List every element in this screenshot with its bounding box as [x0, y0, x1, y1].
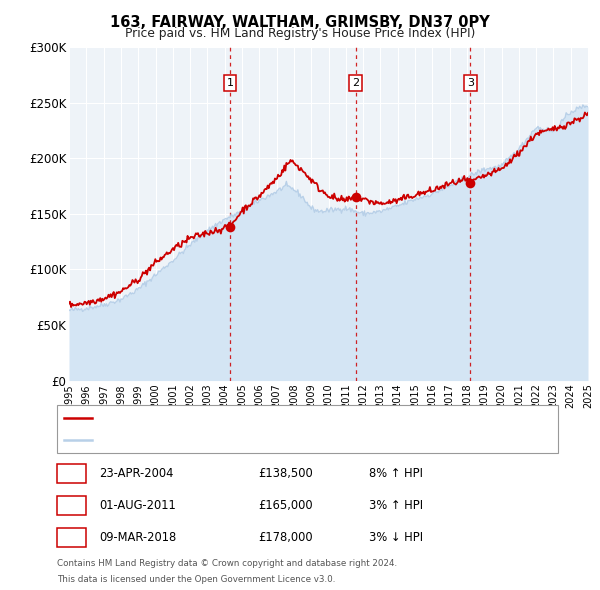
Text: 3% ↑ HPI: 3% ↑ HPI	[369, 499, 423, 512]
Text: Price paid vs. HM Land Registry's House Price Index (HPI): Price paid vs. HM Land Registry's House …	[125, 27, 475, 40]
Text: This data is licensed under the Open Government Licence v3.0.: This data is licensed under the Open Gov…	[57, 575, 335, 584]
Text: £138,500: £138,500	[258, 467, 313, 480]
Text: 2: 2	[68, 499, 75, 512]
Text: 1: 1	[68, 467, 75, 480]
Text: 23-APR-2004: 23-APR-2004	[99, 467, 173, 480]
Text: Contains HM Land Registry data © Crown copyright and database right 2024.: Contains HM Land Registry data © Crown c…	[57, 559, 397, 568]
Text: 2: 2	[352, 78, 359, 88]
Text: 3% ↓ HPI: 3% ↓ HPI	[369, 531, 423, 544]
Text: £165,000: £165,000	[258, 499, 313, 512]
Text: HPI: Average price, detached house, North East Lincolnshire: HPI: Average price, detached house, Nort…	[96, 435, 425, 445]
Text: 163, FAIRWAY, WALTHAM, GRIMSBY, DN37 0PY: 163, FAIRWAY, WALTHAM, GRIMSBY, DN37 0PY	[110, 15, 490, 30]
Text: 8% ↑ HPI: 8% ↑ HPI	[369, 467, 423, 480]
Text: £178,000: £178,000	[258, 531, 313, 544]
Text: 163, FAIRWAY, WALTHAM, GRIMSBY, DN37 0PY (detached house): 163, FAIRWAY, WALTHAM, GRIMSBY, DN37 0PY…	[96, 413, 448, 423]
Text: 3: 3	[68, 531, 75, 544]
Text: 01-AUG-2011: 01-AUG-2011	[99, 499, 176, 512]
Text: 3: 3	[467, 78, 474, 88]
Text: 1: 1	[226, 78, 233, 88]
Text: 09-MAR-2018: 09-MAR-2018	[99, 531, 176, 544]
